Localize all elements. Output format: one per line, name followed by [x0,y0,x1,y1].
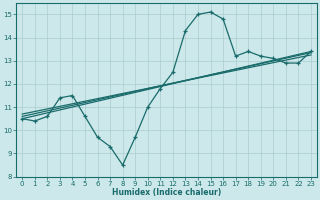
X-axis label: Humidex (Indice chaleur): Humidex (Indice chaleur) [112,188,221,197]
